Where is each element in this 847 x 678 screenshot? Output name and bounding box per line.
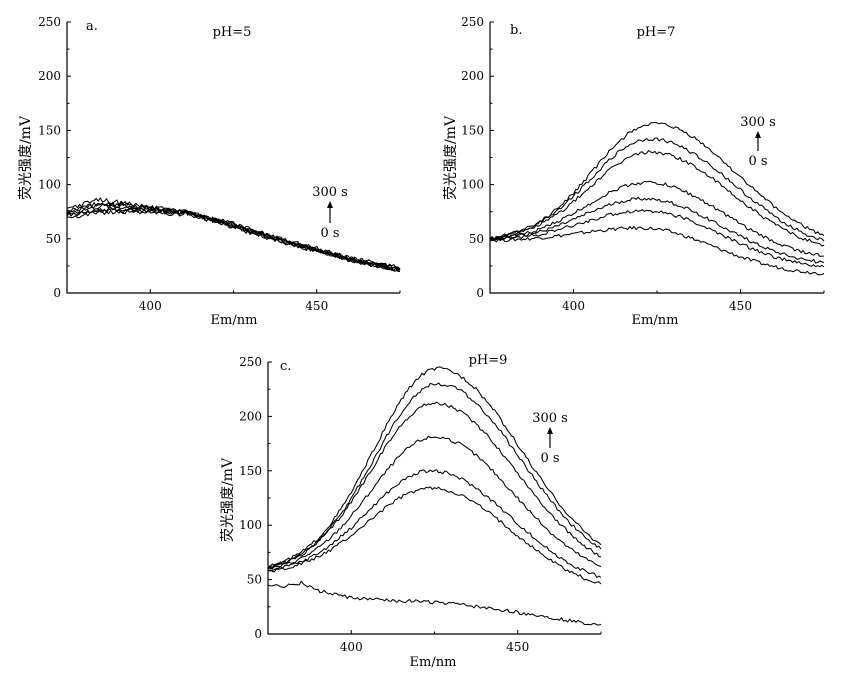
- series-line-50s: [267, 486, 602, 585]
- y-tick-label: 100: [38, 178, 61, 192]
- panel-label: a.: [86, 19, 98, 34]
- x-tick-label: 450: [729, 299, 752, 313]
- axis-frame: [267, 362, 601, 635]
- y-tick-label: 50: [46, 232, 61, 246]
- chart-title: pH=5: [213, 25, 252, 40]
- series-line-150s: [267, 435, 602, 570]
- series-line-100s: [489, 196, 825, 264]
- annotation-arrow-head: [327, 201, 333, 208]
- annotation-arrow-head: [755, 131, 761, 138]
- y-tick-label: 0: [476, 286, 484, 300]
- y-tick-label: 250: [239, 355, 262, 369]
- y-axis-label: 荧光强度/mV: [442, 115, 459, 200]
- annotation-bottom: 0 s: [748, 154, 767, 169]
- chart-title: pH=7: [637, 25, 676, 40]
- y-tick-label: 200: [38, 69, 61, 83]
- x-tick-label: 400: [139, 299, 162, 313]
- series-line-100s: [267, 469, 602, 579]
- series-line-50s: [489, 209, 825, 268]
- annotation-bottom: 0 s: [320, 226, 339, 241]
- panel-label: b.: [510, 23, 522, 38]
- y-tick-label: 100: [461, 178, 484, 192]
- series-line-300s: [67, 202, 401, 272]
- x-tick-label: 450: [305, 299, 328, 313]
- annotation-bottom: 0 s: [540, 451, 559, 466]
- panel-label: c.: [280, 359, 291, 374]
- chart-panel-a: a. pH=5 300 s 0 s 荧光强度/mV Em/nm 0 50 100 15…: [17, 15, 401, 328]
- x-tick-label: 400: [340, 640, 363, 654]
- y-tick-label: 150: [461, 123, 484, 137]
- x-axis-label: Em/nm: [410, 655, 457, 670]
- chart-title: pH=9: [469, 353, 508, 368]
- series-line-150s: [489, 180, 824, 257]
- x-axis-label: Em/nm: [211, 313, 258, 328]
- series-line-300s: [267, 366, 602, 568]
- axis-frame: [489, 22, 824, 294]
- chart-panel-c: c. pH=9 300 s 0 s 荧光强度/mV Em/nm 0 50 100 15…: [219, 353, 602, 670]
- y-axis-label: 荧光强度/mV: [17, 115, 34, 200]
- y-tick-label: 150: [239, 464, 262, 478]
- y-tick-label: 0: [254, 627, 262, 641]
- y-axis-label: 荧光强度/mV: [219, 457, 236, 542]
- series-line-150s: [66, 206, 401, 273]
- series-line-250s: [66, 208, 401, 270]
- x-axis-label: Em/nm: [632, 313, 679, 328]
- series-line-0s: [489, 225, 825, 276]
- y-tick-label: 100: [239, 518, 262, 532]
- annotation-top: 300 s: [532, 411, 568, 426]
- series-line-250s: [267, 382, 602, 569]
- x-tick-label: 400: [562, 299, 585, 313]
- series-line-200s: [267, 401, 602, 569]
- y-tick-label: 200: [461, 69, 484, 83]
- series-line-200s: [489, 149, 825, 247]
- annotation-top: 300 s: [312, 185, 348, 200]
- x-tick-label: 450: [506, 640, 529, 654]
- annotation-top: 300 s: [740, 115, 776, 130]
- y-tick-label: 150: [38, 123, 61, 137]
- axis-frame: [66, 22, 400, 294]
- series-line-0s: [267, 580, 602, 626]
- y-tick-label: 50: [469, 232, 484, 246]
- annotation-arrow-head: [547, 427, 553, 434]
- y-tick-label: 200: [239, 409, 262, 423]
- series-line-250s: [489, 137, 825, 242]
- chart-panel-b: b. pH=7 300 s 0 s 荧光强度/mV Em/nm 0 50 100 15…: [442, 15, 825, 328]
- y-tick-label: 0: [53, 286, 61, 300]
- y-tick-label: 50: [247, 573, 262, 587]
- y-tick-label: 250: [38, 15, 61, 29]
- series-line-300s: [489, 121, 825, 240]
- y-tick-label: 250: [461, 15, 484, 29]
